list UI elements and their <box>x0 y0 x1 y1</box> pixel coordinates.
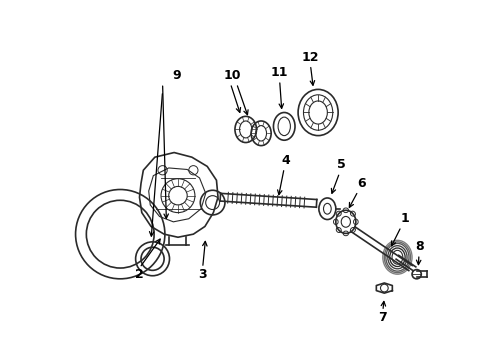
Text: 6: 6 <box>357 177 366 190</box>
Text: 3: 3 <box>198 268 207 281</box>
Text: 11: 11 <box>271 66 288 79</box>
Text: 12: 12 <box>302 50 319 64</box>
Text: 10: 10 <box>223 69 241 82</box>
Text: 7: 7 <box>378 311 387 324</box>
Text: 9: 9 <box>172 69 181 82</box>
Text: 5: 5 <box>337 158 345 171</box>
Text: 8: 8 <box>416 240 424 253</box>
Text: 4: 4 <box>281 154 290 167</box>
Text: 2: 2 <box>135 268 144 281</box>
Text: 1: 1 <box>401 212 410 225</box>
